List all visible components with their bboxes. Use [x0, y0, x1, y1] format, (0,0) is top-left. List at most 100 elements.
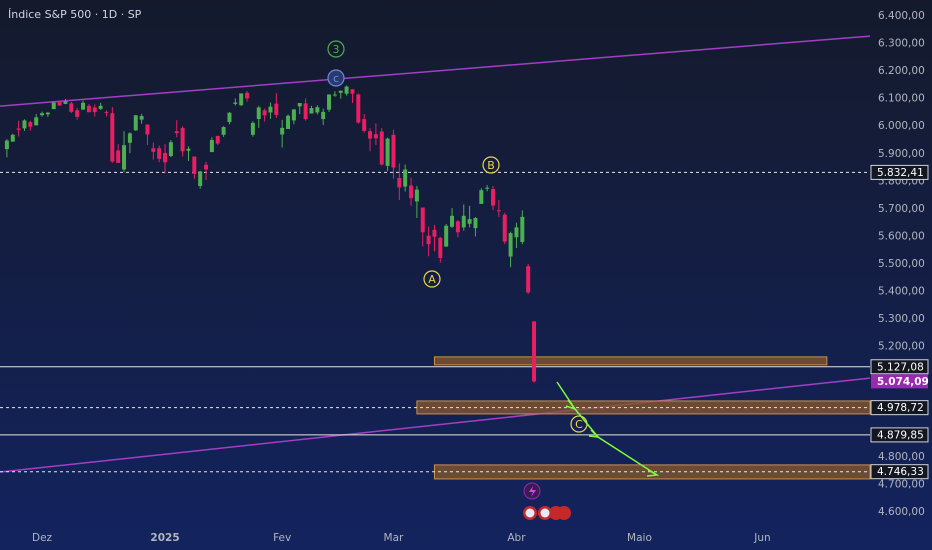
candle-body: [403, 169, 408, 187]
candle-body: [297, 103, 302, 107]
candle-body: [338, 90, 343, 93]
candle-body: [303, 103, 308, 120]
candle-body: [379, 131, 384, 165]
candle-body: [274, 103, 279, 115]
candle-body: [28, 122, 33, 127]
candle-body: [321, 111, 326, 120]
candle-body: [104, 111, 109, 113]
candle-body: [180, 127, 185, 152]
candle-body: [467, 219, 472, 224]
wave-label: c: [333, 72, 339, 85]
y-tick-label: 5.600,00: [878, 230, 925, 242]
candle-body: [204, 164, 209, 170]
candle-body: [51, 102, 56, 110]
candle-body: [514, 227, 519, 238]
level-tag: [870, 427, 929, 443]
event-bolt: [529, 486, 536, 497]
candle-body: [127, 133, 132, 143]
candle-body: [491, 189, 496, 206]
x-tick-label: Maio: [627, 532, 652, 544]
candle-body: [280, 127, 285, 135]
x-tick-label: 2025: [150, 532, 179, 544]
candle-body: [34, 117, 39, 126]
candle-body: [479, 190, 484, 204]
candle-body: [444, 225, 449, 247]
candle-body: [485, 187, 490, 189]
candle-body: [163, 152, 168, 163]
y-tick-label: 4.700,00: [878, 478, 925, 490]
candle-body: [221, 127, 226, 135]
x-tick-label: Dez: [32, 532, 53, 544]
candle-body: [110, 113, 115, 162]
candle-body: [186, 148, 191, 151]
y-tick-label: 6.000,00: [878, 120, 925, 132]
x-tick-label: Mar: [384, 532, 404, 544]
wave-circle: [482, 156, 500, 174]
candle-body: [16, 128, 21, 130]
candle-body: [139, 116, 144, 120]
chart-title: Índice S&P 500 · 1D · SP: [8, 8, 142, 21]
y-tick-label: 6.400,00: [878, 10, 925, 22]
candle-body: [414, 189, 419, 202]
candle-body: [409, 185, 414, 199]
level-label: 4.978,72: [877, 402, 924, 414]
candle-body: [268, 106, 273, 113]
level-label: 5.832,41: [877, 167, 924, 179]
x-tick-label: Fev: [273, 532, 291, 544]
x-tick-label: Abr: [507, 532, 526, 544]
candle-body: [256, 107, 261, 120]
level-tag: [870, 164, 929, 180]
candle-body: [4, 140, 9, 150]
candle-body: [496, 210, 501, 212]
wave-label: A: [428, 273, 436, 286]
trendline: [0, 35, 871, 107]
candle-body: [508, 233, 513, 257]
candle-body: [356, 94, 361, 123]
wave-circle: [327, 40, 345, 58]
economic-events[interactable]: [523, 506, 571, 520]
candle-body: [192, 156, 197, 174]
y-tick-label: 5.900,00: [878, 148, 925, 160]
candle-body: [502, 214, 507, 242]
candle-body: [250, 122, 255, 135]
candle-body: [327, 94, 332, 110]
candle-body: [122, 145, 127, 170]
y-tick-label: 5.700,00: [878, 203, 925, 215]
candle-body: [133, 115, 138, 131]
level-tag: [870, 359, 929, 375]
candle-body: [426, 235, 431, 245]
level-label: 5.127,08: [877, 361, 924, 373]
candle-body: [233, 102, 238, 104]
y-tick-label: 4.800,00: [878, 451, 925, 463]
candle-body: [291, 109, 296, 121]
plot-area: 3 c A B C: [0, 35, 871, 480]
candle-body: [350, 89, 355, 94]
candle-body: [22, 120, 27, 129]
candle-body: [174, 131, 179, 134]
candle-body: [520, 216, 525, 242]
level-label: 4.879,85: [877, 429, 924, 441]
candle-body: [10, 134, 15, 142]
price-zone: [433, 356, 828, 366]
candle-body: [209, 139, 214, 153]
candle-body: [98, 105, 103, 109]
candle-body: [309, 108, 314, 114]
candle-body: [455, 221, 460, 233]
candle-body: [198, 171, 203, 187]
candle-body: [438, 237, 443, 258]
wave-label: 3: [333, 43, 340, 56]
candle-body: [40, 113, 45, 116]
candle-body: [432, 229, 437, 237]
wave-label: B: [487, 159, 495, 172]
candle-body: [151, 148, 156, 152]
wave-circle: [327, 69, 345, 87]
candle-body: [332, 94, 337, 96]
level-tag: [870, 400, 929, 416]
trendline: [0, 377, 871, 473]
candle-body: [86, 105, 91, 113]
wave-circle: [423, 270, 441, 288]
candle-body: [227, 112, 232, 123]
candle-body: [473, 217, 478, 229]
candle-body: [526, 266, 531, 293]
